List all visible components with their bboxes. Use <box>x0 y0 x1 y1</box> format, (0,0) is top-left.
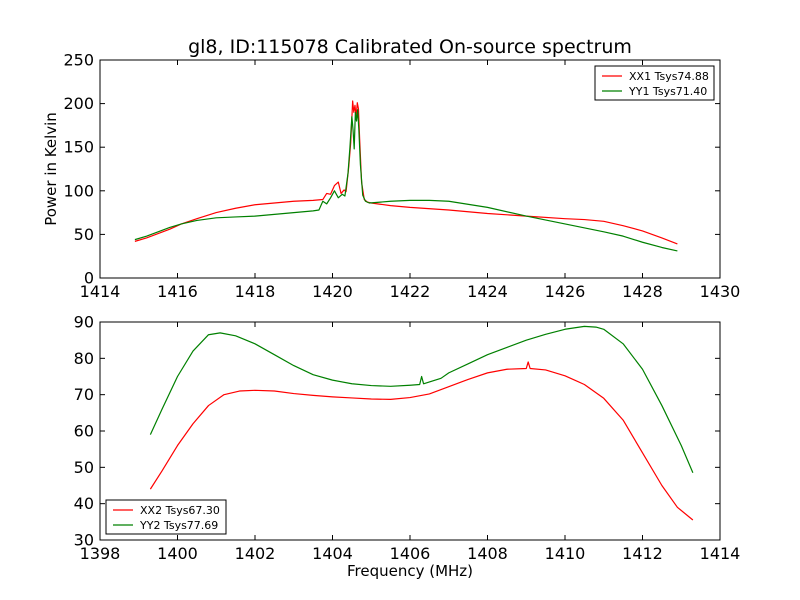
top-legend-label: YY1 Tsys71.40 <box>628 85 707 98</box>
bottom-x-tick-label: 1400 <box>157 544 198 563</box>
bottom-y-tick-label: 80 <box>74 349 94 368</box>
bottom-panel: 1398 1400 1402 1404 1406 1408 1410 1412 1414 30 40… <box>74 313 741 581</box>
top-x-tick-label: 1430 <box>700 282 741 301</box>
bottom-y-tick-label: 70 <box>74 385 94 404</box>
top-y-tick-label: 0 <box>84 269 94 288</box>
top-y-axis-label: Power in Kelvin <box>42 112 60 226</box>
bottom-series-layer <box>149 325 694 521</box>
top-y-tick-label: 200 <box>63 94 94 113</box>
figure-title: gl8, ID:115078 Calibrated On-source spec… <box>188 36 632 58</box>
bottom-series-line-2 <box>149 325 694 474</box>
bottom-series-line-1 <box>149 361 694 521</box>
bottom-x-tick-label: 1398 <box>80 544 121 563</box>
top-y-tick-label: 150 <box>63 138 94 157</box>
top-y-tick-label: 50 <box>74 225 94 244</box>
bottom-x-tick-label: 1410 <box>545 544 586 563</box>
top-legend-box <box>594 65 715 101</box>
top-x-tick-label: 1416 <box>157 282 198 301</box>
top-tick-layer: 1414 1416 1418 1420 1422 1424 1426 1428 1430 0 50 1… <box>63 51 740 302</box>
top-x-tick-label: 1428 <box>622 282 663 301</box>
top-legend-label: XX1 Tsys74.88 <box>629 70 709 83</box>
top-x-tick-label: 1424 <box>467 282 508 301</box>
bottom-legend: XX2 Tsys67.30 YY2 Tsys77.69 <box>105 499 227 535</box>
bottom-y-tick-label: 90 <box>74 313 94 332</box>
bottom-plot-border <box>99 321 721 541</box>
top-plot-border <box>99 59 721 279</box>
bottom-legend-label: XX2 Tsys67.30 <box>140 504 220 517</box>
top-x-tick-label: 1418 <box>235 282 276 301</box>
top-series-line-2 <box>134 109 678 252</box>
bottom-legend-box <box>105 499 227 535</box>
bottom-x-tick-label: 1406 <box>390 544 431 563</box>
bottom-x-tick-label: 1408 <box>467 544 508 563</box>
bottom-tick-layer: 1398 1400 1402 1404 1406 1408 1410 1412 1414 30 40… <box>74 313 741 564</box>
top-series-line-1 <box>134 100 678 245</box>
top-x-tick-label: 1422 <box>390 282 431 301</box>
bottom-y-tick-label: 60 <box>74 422 94 441</box>
bottom-x-tick-label: 1412 <box>622 544 663 563</box>
bottom-y-tick-label: 30 <box>74 531 94 550</box>
bottom-x-tick-label: 1402 <box>235 544 276 563</box>
top-y-tick-label: 250 <box>63 51 94 70</box>
top-x-tick-label: 1420 <box>312 282 353 301</box>
bottom-x-tick-label: 1404 <box>312 544 353 563</box>
top-x-tick-label: 1414 <box>80 282 121 301</box>
bottom-x-axis-label: Frequency (MHz) <box>347 562 473 580</box>
bottom-y-tick-label: 40 <box>74 494 94 513</box>
top-y-tick-label: 100 <box>63 181 94 200</box>
top-series-layer <box>134 100 678 252</box>
top-panel: 1414 1416 1418 1420 1422 1424 1426 1428 1430 0 50 1… <box>42 51 740 302</box>
bottom-y-tick-label: 50 <box>74 458 94 477</box>
top-legend: XX1 Tsys74.88 YY1 Tsys71.40 <box>594 65 715 101</box>
bottom-legend-label: YY2 Tsys77.69 <box>139 519 218 532</box>
top-x-tick-label: 1426 <box>545 282 586 301</box>
bottom-x-tick-label: 1414 <box>700 544 741 563</box>
